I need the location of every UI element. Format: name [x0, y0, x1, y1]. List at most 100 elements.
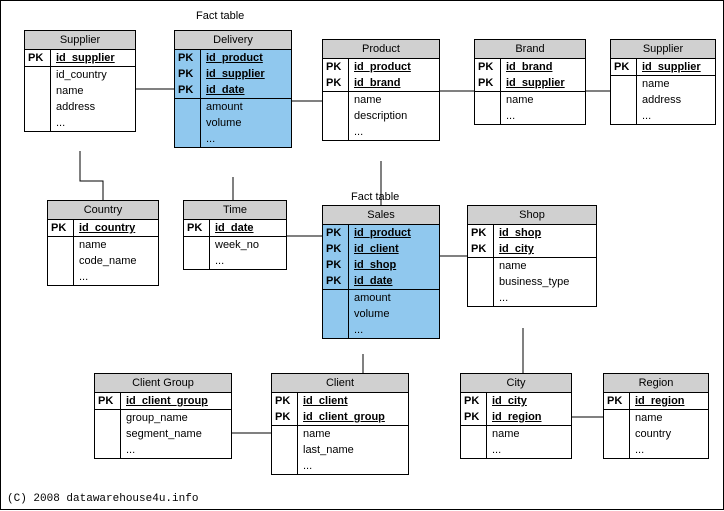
pk-empty	[184, 253, 210, 269]
entity-supplier1: SupplierPKid_supplierid_countrynameaddre…	[24, 30, 136, 132]
attr-row: amount	[175, 99, 291, 115]
pk-empty	[611, 92, 637, 108]
key-row: PKid_date	[175, 82, 291, 98]
pk-marker: PK	[323, 75, 349, 91]
attr-name: ...	[501, 108, 585, 124]
key-row: PKid_client_group	[95, 393, 231, 409]
attr-name: volume	[349, 306, 439, 322]
attr-row: name	[611, 76, 715, 92]
pk-empty	[48, 269, 74, 285]
pk-empty	[468, 290, 494, 306]
entity-brand: BrandPKid_brandPKid_suppliername...	[474, 39, 586, 125]
pk-marker: PK	[175, 50, 201, 66]
attr-row: ...	[461, 442, 571, 458]
key-name: id_brand	[349, 75, 439, 91]
attr-row: volume	[175, 115, 291, 131]
entity-time: TimePKid_dateweek_no...	[183, 200, 287, 270]
key-row: PKid_client_group	[272, 409, 408, 425]
key-name: id_supplier	[51, 50, 135, 66]
key-row: PKid_product	[323, 225, 439, 241]
key-name: id_city	[487, 393, 571, 409]
attr-name: group_name	[121, 410, 231, 426]
attr-name: ...	[210, 253, 286, 269]
key-name: id_shop	[349, 257, 439, 273]
pk-empty	[323, 92, 349, 108]
attr-row: name	[272, 426, 408, 442]
pk-empty	[475, 92, 501, 108]
attr-row: business_type	[468, 274, 596, 290]
pk-empty	[604, 410, 630, 426]
key-name: id_region	[630, 393, 708, 409]
attr-row: week_no	[184, 237, 286, 253]
attr-name: week_no	[210, 237, 286, 253]
attr-name: name	[298, 426, 408, 442]
pk-marker: PK	[475, 59, 501, 75]
attr-row: group_name	[95, 410, 231, 426]
entity-sales: SalesPKid_productPKid_clientPKid_shopPKi…	[322, 205, 440, 339]
entity-title: Sales	[323, 206, 439, 225]
attr-name: code_name	[74, 253, 158, 269]
attr-row: address	[25, 99, 135, 115]
attr-name: name	[74, 237, 158, 253]
pk-marker: PK	[175, 66, 201, 82]
attr-name: name	[501, 92, 585, 108]
attr-name: name	[51, 83, 135, 99]
attr-row: ...	[48, 269, 158, 285]
pk-marker: PK	[184, 220, 210, 236]
edge-supplier1-country	[80, 151, 103, 200]
attr-name: address	[637, 92, 715, 108]
pk-marker: PK	[25, 50, 51, 66]
attr-name: ...	[487, 442, 571, 458]
attr-name: ...	[637, 108, 715, 124]
entity-title: Delivery	[175, 31, 291, 50]
attr-row: address	[611, 92, 715, 108]
attr-row: segment_name	[95, 426, 231, 442]
attr-row: ...	[475, 108, 585, 124]
attr-row: name	[323, 92, 439, 108]
key-row: PKid_date	[323, 273, 439, 289]
pk-empty	[25, 115, 51, 131]
attr-row: amount	[323, 290, 439, 306]
attr-row: ...	[468, 290, 596, 306]
pk-empty	[323, 306, 349, 322]
key-name: id_shop	[494, 225, 596, 241]
pk-empty	[272, 426, 298, 442]
attr-name: ...	[51, 115, 135, 131]
attr-name: name	[637, 76, 715, 92]
entity-title: Brand	[475, 40, 585, 59]
key-name: id_supplier	[637, 59, 715, 75]
attr-row: volume	[323, 306, 439, 322]
pk-empty	[25, 99, 51, 115]
key-name: id_client	[298, 393, 408, 409]
key-name: id_country	[74, 220, 158, 236]
pk-empty	[604, 442, 630, 458]
attr-name: ...	[201, 131, 291, 147]
attr-row: ...	[323, 124, 439, 140]
pk-marker: PK	[461, 409, 487, 425]
entity-client: ClientPKid_clientPKid_client_groupnamela…	[271, 373, 409, 475]
key-row: PKid_supplier	[25, 50, 135, 66]
pk-marker: PK	[323, 225, 349, 241]
attr-name: ...	[349, 124, 439, 140]
attr-name: id_country	[51, 67, 135, 83]
pk-marker: PK	[604, 393, 630, 409]
key-name: id_client	[349, 241, 439, 257]
pk-marker: PK	[323, 59, 349, 75]
pk-empty	[48, 253, 74, 269]
attr-name: ...	[349, 322, 439, 338]
key-row: PKid_supplier	[475, 75, 585, 91]
key-row: PKid_region	[461, 409, 571, 425]
entity-title: Country	[48, 201, 158, 220]
attr-name: address	[51, 99, 135, 115]
attr-name: description	[349, 108, 439, 124]
attr-name: volume	[201, 115, 291, 131]
attr-name: name	[349, 92, 439, 108]
attr-row: ...	[25, 115, 135, 131]
pk-marker: PK	[475, 75, 501, 91]
pk-empty	[272, 458, 298, 474]
entity-title: Client	[272, 374, 408, 393]
key-row: PKid_date	[184, 220, 286, 236]
pk-marker: PK	[323, 273, 349, 289]
attr-name: amount	[349, 290, 439, 306]
attr-name: country	[630, 426, 708, 442]
